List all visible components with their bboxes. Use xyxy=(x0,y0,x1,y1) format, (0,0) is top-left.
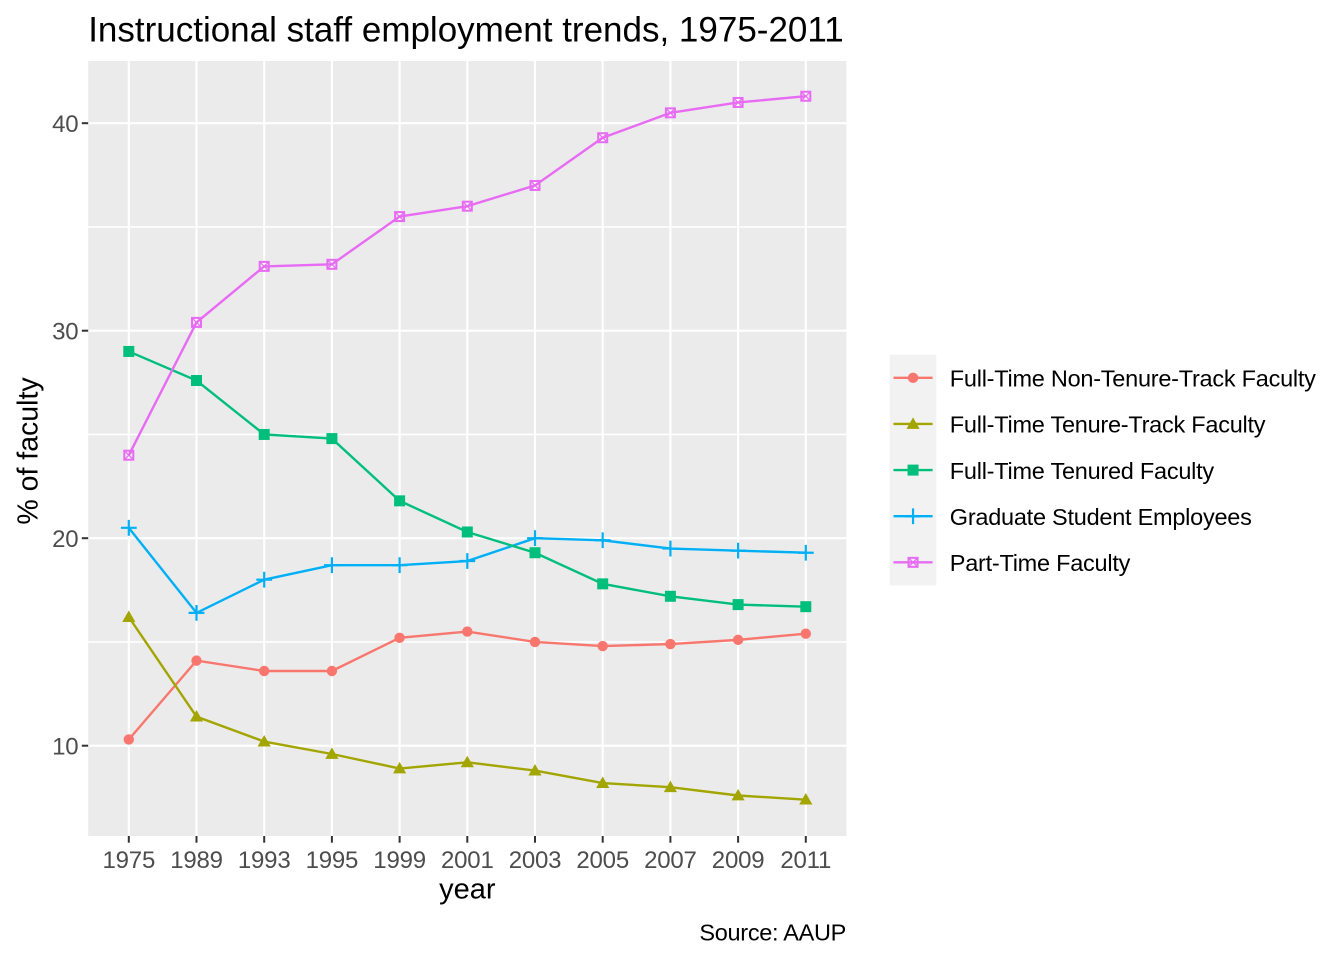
svg-text:year: year xyxy=(439,874,496,906)
svg-text:2009: 2009 xyxy=(712,847,765,874)
svg-text:1975: 1975 xyxy=(103,847,156,874)
svg-text:2003: 2003 xyxy=(509,847,562,874)
svg-text:Part-Time Faculty: Part-Time Faculty xyxy=(950,550,1131,576)
svg-text:Graduate Student Employees: Graduate Student Employees xyxy=(950,504,1252,530)
svg-text:1999: 1999 xyxy=(373,847,426,874)
svg-text:Instructional staff employment: Instructional staff employment trends, 1… xyxy=(88,10,844,49)
svg-text:1989: 1989 xyxy=(170,847,223,874)
svg-text:Source: AAUP: Source: AAUP xyxy=(699,920,846,946)
svg-text:Full-Time Tenure-Track Faculty: Full-Time Tenure-Track Faculty xyxy=(950,412,1266,438)
svg-text:Full-Time Non-Tenure-Track Fac: Full-Time Non-Tenure-Track Faculty xyxy=(950,366,1316,392)
svg-text:2007: 2007 xyxy=(644,847,697,874)
svg-text:% of faculty: % of faculty xyxy=(13,377,45,525)
svg-text:1993: 1993 xyxy=(238,847,291,874)
svg-text:20: 20 xyxy=(52,526,78,553)
svg-text:2005: 2005 xyxy=(576,847,629,874)
svg-text:30: 30 xyxy=(52,318,78,345)
svg-text:10: 10 xyxy=(52,733,78,760)
svg-text:2001: 2001 xyxy=(441,847,494,874)
svg-text:Full-Time Tenured Faculty: Full-Time Tenured Faculty xyxy=(950,458,1215,484)
svg-text:2011: 2011 xyxy=(780,847,831,874)
svg-text:1995: 1995 xyxy=(306,847,359,874)
svg-text:40: 40 xyxy=(52,111,78,138)
